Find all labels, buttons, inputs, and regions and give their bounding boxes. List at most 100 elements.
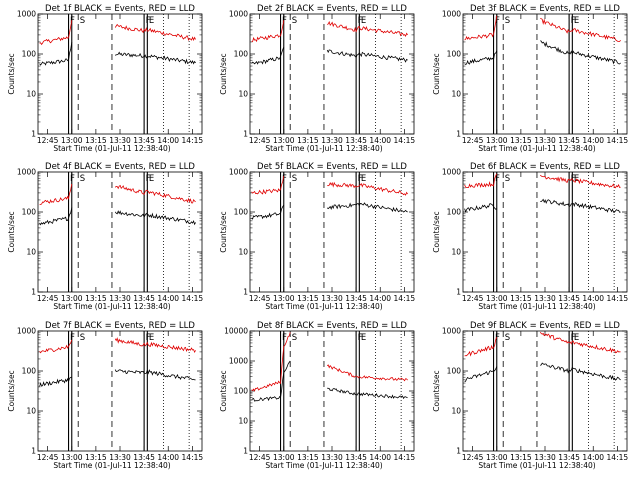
x-tick-label: 13:15 [297, 453, 319, 462]
plot-frame [462, 171, 628, 293]
panel-det-7: Det 7f BLACK = Events, RED = LLD 1 10 100 10… [7, 321, 203, 470]
series-lld-segment [326, 364, 408, 382]
y-tick-label: 1 [31, 130, 36, 139]
marker-label: F [571, 174, 576, 184]
plot-frame [249, 13, 415, 135]
series-lld-segment [39, 20, 73, 46]
series-events-segment [464, 203, 497, 213]
y-tick-label: 10 [451, 407, 461, 416]
x-tick-label: 12:45 [462, 294, 484, 303]
series-events-segment [114, 369, 196, 381]
x-tick-label: 14:15 [182, 453, 204, 462]
marker-label: S [80, 174, 85, 184]
y-tick-label: 10 [451, 90, 461, 99]
y-tick-label: 1000 [17, 327, 36, 336]
series-lld-segment [251, 175, 285, 195]
marker-label: F [70, 333, 75, 343]
series-events-segment [251, 46, 285, 65]
x-tick-label: 14:00 [157, 136, 179, 145]
series-events-segment [326, 202, 408, 213]
y-axis-label: Counts/sec [7, 53, 16, 94]
y-tick-label: 1 [243, 288, 248, 297]
panel-det-6: Det 6f BLACK = Events, RED = LLD 1 10 100 10… [432, 162, 628, 311]
marker-label: S [505, 16, 510, 26]
y-tick-label: 100 [447, 50, 462, 59]
y-tick-label: 1 [243, 447, 248, 456]
marker-label: F [358, 174, 363, 184]
y-axis-label: Counts/sec [7, 211, 16, 252]
panel-det-5: Det 5f BLACK = Events, RED = LLD 1 10 100 10… [219, 162, 415, 311]
marker-label: F [571, 333, 576, 343]
y-tick-label: 100 [22, 50, 37, 59]
x-tick-label: 13:45 [133, 294, 155, 303]
x-tick-label: 12:45 [37, 136, 59, 145]
marker-label: F [358, 333, 363, 343]
plot-frame [462, 13, 628, 135]
x-axis-label: Start Time (01-Jul-11 12:38:40) [265, 302, 382, 311]
marker-label: F [282, 174, 287, 184]
marker-label: S [292, 16, 297, 26]
y-tick-label: 100 [234, 50, 249, 59]
x-tick-label: 13:00 [273, 453, 295, 462]
x-tick-label: 13:30 [321, 294, 343, 303]
panel-det-3: Det 3f BLACK = Events, RED = LLD 1 10 100 10… [432, 4, 628, 153]
x-tick-label: 13:45 [133, 136, 155, 145]
x-axis-label: Start Time (01-Jul-11 12:38:40) [478, 144, 595, 153]
x-tick-label: 14:00 [369, 453, 391, 462]
y-tick-label: 100 [447, 367, 462, 376]
marker-label: E [149, 16, 154, 26]
panel-title: Det 4f BLACK = Events, RED = LLD [45, 162, 195, 172]
y-tick-label: 100 [234, 208, 249, 217]
series-events-segment [114, 210, 196, 226]
y-tick-label: 1000 [17, 10, 36, 19]
series-events-segment [464, 50, 498, 65]
y-tick-label: 1000 [442, 327, 461, 336]
y-tick-label: 1000 [229, 168, 248, 177]
series-events-segment [251, 360, 291, 402]
marker-label: E [361, 333, 366, 343]
marker-label: F [70, 174, 75, 184]
x-tick-label: 12:45 [462, 136, 484, 145]
x-tick-label: 12:45 [249, 453, 271, 462]
x-tick-label: 12:45 [462, 453, 484, 462]
x-axis-label: Start Time (01-Jul-11 12:38:40) [53, 144, 170, 153]
panel-title: Det 5f BLACK = Events, RED = LLD [257, 162, 407, 172]
marker-label: F [358, 16, 363, 26]
x-tick-label: 12:45 [37, 294, 59, 303]
x-tick-label: 13:00 [61, 136, 83, 145]
y-tick-label: 100 [234, 387, 249, 396]
series-events-segment [39, 376, 72, 387]
series-lld-segment [539, 174, 621, 189]
y-tick-label: 100 [22, 208, 37, 217]
y-tick-label: 1 [456, 447, 461, 456]
x-tick-label: 14:00 [157, 294, 179, 303]
series-lld-segment [327, 181, 408, 196]
x-tick-label: 13:30 [321, 453, 343, 462]
x-tick-label: 13:00 [61, 453, 83, 462]
plot-frame [37, 171, 203, 293]
y-tick-label: 1000 [229, 357, 248, 366]
panel-title: Det 6f BLACK = Events, RED = LLD [470, 162, 620, 172]
x-tick-label: 13:45 [558, 294, 580, 303]
y-tick-label: 10 [238, 90, 248, 99]
series-lld-segment [540, 17, 621, 43]
marker-label: S [292, 174, 297, 184]
x-tick-label: 14:15 [182, 136, 204, 145]
series-events-segment [540, 40, 621, 65]
panel-title: Det 8f BLACK = Events, RED = LLD [257, 321, 407, 331]
y-axis-label: Counts/sec [219, 211, 228, 252]
x-tick-label: 14:15 [182, 294, 204, 303]
panel-det-1: Det 1f BLACK = Events, RED = LLD 1 10 100 10… [7, 4, 203, 153]
plot-frame [37, 13, 203, 135]
panel-title: Det 3f BLACK = Events, RED = LLD [470, 4, 620, 14]
x-tick-label: 13:00 [486, 136, 508, 145]
x-tick-label: 13:30 [534, 136, 556, 145]
panel-title: Det 2f BLACK = Events, RED = LLD [257, 4, 407, 14]
panel-det-2: Det 2f BLACK = Events, RED = LLD 1 10 100 10… [219, 4, 415, 153]
y-axis-label: Counts/sec [432, 370, 441, 411]
y-tick-label: 1000 [229, 10, 248, 19]
x-tick-label: 13:15 [510, 294, 532, 303]
x-tick-label: 13:15 [297, 294, 319, 303]
marker-label: E [574, 16, 579, 26]
marker-label: E [149, 333, 154, 343]
